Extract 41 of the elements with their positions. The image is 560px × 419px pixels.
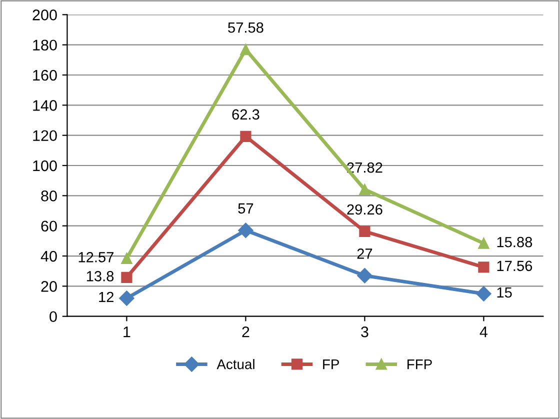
point bbox=[359, 226, 370, 237]
point bbox=[238, 222, 254, 238]
y-tick-label: 160 bbox=[33, 70, 57, 81]
annotation: 62.3 bbox=[232, 109, 260, 120]
point bbox=[478, 262, 490, 273]
legend-label: Actual bbox=[216, 359, 254, 370]
y-tick-label: 100 bbox=[33, 160, 57, 172]
point bbox=[240, 130, 252, 142]
point bbox=[359, 184, 370, 196]
annotation: 15.88 bbox=[497, 236, 532, 248]
annotation: 12.57 bbox=[78, 252, 114, 262]
y-tick-label: 60 bbox=[41, 220, 57, 232]
x-tick-label: 2 bbox=[242, 326, 250, 338]
y-tick-label: 0 bbox=[50, 311, 57, 322]
point bbox=[119, 290, 134, 306]
annotation: 57.58 bbox=[228, 22, 264, 33]
point bbox=[357, 268, 372, 284]
point bbox=[121, 252, 132, 264]
point bbox=[476, 286, 492, 302]
y-tick-label: 120 bbox=[33, 130, 57, 142]
point bbox=[240, 44, 252, 56]
point bbox=[121, 272, 132, 283]
annotation: 29.26 bbox=[347, 204, 382, 215]
y-tick-label: 80 bbox=[41, 190, 57, 202]
annotation: 17.56 bbox=[497, 260, 532, 272]
y-tick-label: 180 bbox=[33, 40, 57, 51]
legend-label: FFP bbox=[408, 360, 432, 370]
x-tick-label: 3 bbox=[361, 326, 368, 338]
y-tick-label: 20 bbox=[41, 281, 57, 292]
x-tick-label: 4 bbox=[480, 326, 488, 338]
annotation: 12 bbox=[99, 292, 114, 302]
annotation: 27 bbox=[357, 248, 372, 259]
legend-label: FP bbox=[323, 360, 339, 370]
annotation: 57 bbox=[238, 203, 254, 214]
y-tick-label: 140 bbox=[33, 100, 57, 111]
annotation: 15 bbox=[497, 287, 512, 298]
y-tick-label: 200 bbox=[32, 10, 57, 20]
annotation: 13.8 bbox=[86, 271, 114, 282]
x-tick-label: 1 bbox=[124, 326, 130, 338]
y-tick-label: 40 bbox=[40, 250, 57, 262]
point bbox=[478, 238, 490, 249]
